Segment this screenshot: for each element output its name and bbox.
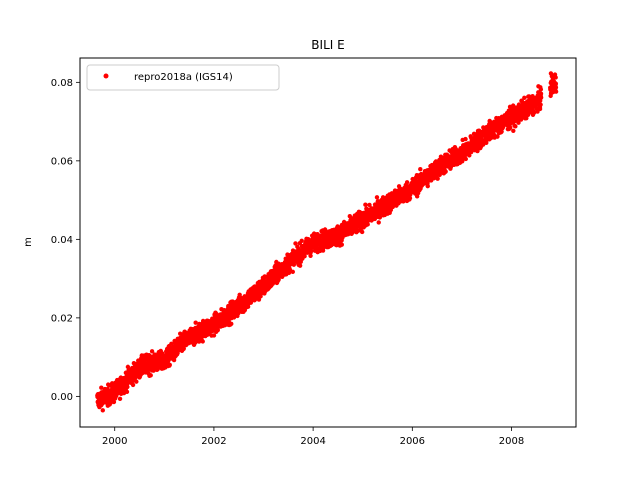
data-point: [111, 399, 117, 405]
data-point: [181, 346, 186, 351]
data-point: [363, 202, 368, 207]
data-point: [553, 75, 558, 80]
data-point: [538, 87, 544, 92]
data-point: [374, 195, 380, 200]
y-tick-label: 0.08: [51, 78, 73, 89]
data-point: [276, 276, 281, 282]
data-point: [148, 373, 153, 378]
data-point: [193, 320, 198, 325]
data-point: [538, 102, 543, 107]
data-point: [538, 91, 544, 96]
y-axis: 0.00 0.02 0.04 0.06 0.08: [51, 78, 80, 403]
data-point: [522, 95, 527, 101]
data-point: [211, 333, 217, 338]
data-point: [404, 180, 410, 185]
data-point: [365, 222, 370, 227]
data-point: [463, 156, 468, 162]
data-point: [553, 85, 559, 90]
data-points: [95, 71, 559, 413]
y-tick-label: 0.00: [51, 392, 73, 403]
data-point: [513, 124, 518, 129]
x-tick-label: 2002: [201, 436, 226, 447]
legend-marker: [103, 73, 109, 79]
x-axis: 2000 2002 2004 2006 2008: [102, 427, 524, 447]
data-point: [467, 153, 472, 158]
x-tick-label: 2000: [102, 436, 127, 447]
data-point: [299, 238, 304, 244]
data-point: [359, 229, 365, 235]
data-point: [553, 81, 559, 86]
x-tick-label: 2006: [400, 436, 425, 447]
legend-label: repro2018a (IGS14): [134, 72, 233, 83]
data-point: [418, 166, 423, 172]
data-point: [125, 384, 130, 390]
data-point: [309, 248, 314, 253]
data-point: [215, 327, 221, 333]
data-point: [134, 379, 139, 384]
data-point: [290, 269, 295, 275]
data-point: [537, 106, 543, 112]
data-point: [297, 263, 303, 268]
data-point: [553, 89, 559, 94]
legend-box: [86, 64, 280, 91]
data-point: [507, 125, 513, 130]
data-point: [293, 241, 298, 246]
data-point: [377, 215, 383, 220]
y-axis-label: m: [23, 237, 34, 247]
data-point: [435, 176, 440, 181]
data-point: [339, 242, 344, 247]
data-point: [117, 396, 123, 401]
data-point: [345, 231, 351, 237]
data-point: [100, 408, 105, 413]
legend: repro2018a (IGS14): [86, 64, 280, 91]
data-point: [302, 253, 307, 259]
data-point: [99, 385, 104, 390]
y-tick-label: 0.04: [51, 235, 73, 246]
data-point: [124, 389, 130, 395]
x-tick-label: 2008: [499, 436, 524, 447]
data-point: [169, 341, 174, 347]
y-tick-label: 0.06: [51, 156, 73, 167]
data-point: [495, 134, 500, 139]
data-point: [511, 128, 516, 133]
data-point: [291, 262, 297, 267]
data-point: [308, 253, 313, 258]
x-tick-label: 2004: [300, 436, 325, 447]
data-point: [367, 202, 372, 208]
data-point: [463, 136, 468, 142]
data-point: [516, 120, 521, 125]
data-point: [229, 321, 234, 327]
data-point: [376, 220, 381, 225]
data-point: [443, 169, 448, 174]
data-point: [130, 382, 136, 388]
y-tick-label: 0.02: [51, 313, 73, 324]
plot-frame: [79, 57, 577, 428]
chart-title: BILI E: [311, 38, 344, 52]
data-point: [425, 183, 430, 189]
data-point: [538, 95, 544, 100]
data-point: [531, 110, 537, 115]
data-point: [524, 115, 529, 121]
data-point: [149, 349, 155, 354]
data-point: [499, 129, 504, 134]
data-point: [200, 339, 205, 344]
data-point: [407, 195, 413, 201]
data-point: [484, 140, 489, 145]
data-point: [167, 362, 172, 368]
